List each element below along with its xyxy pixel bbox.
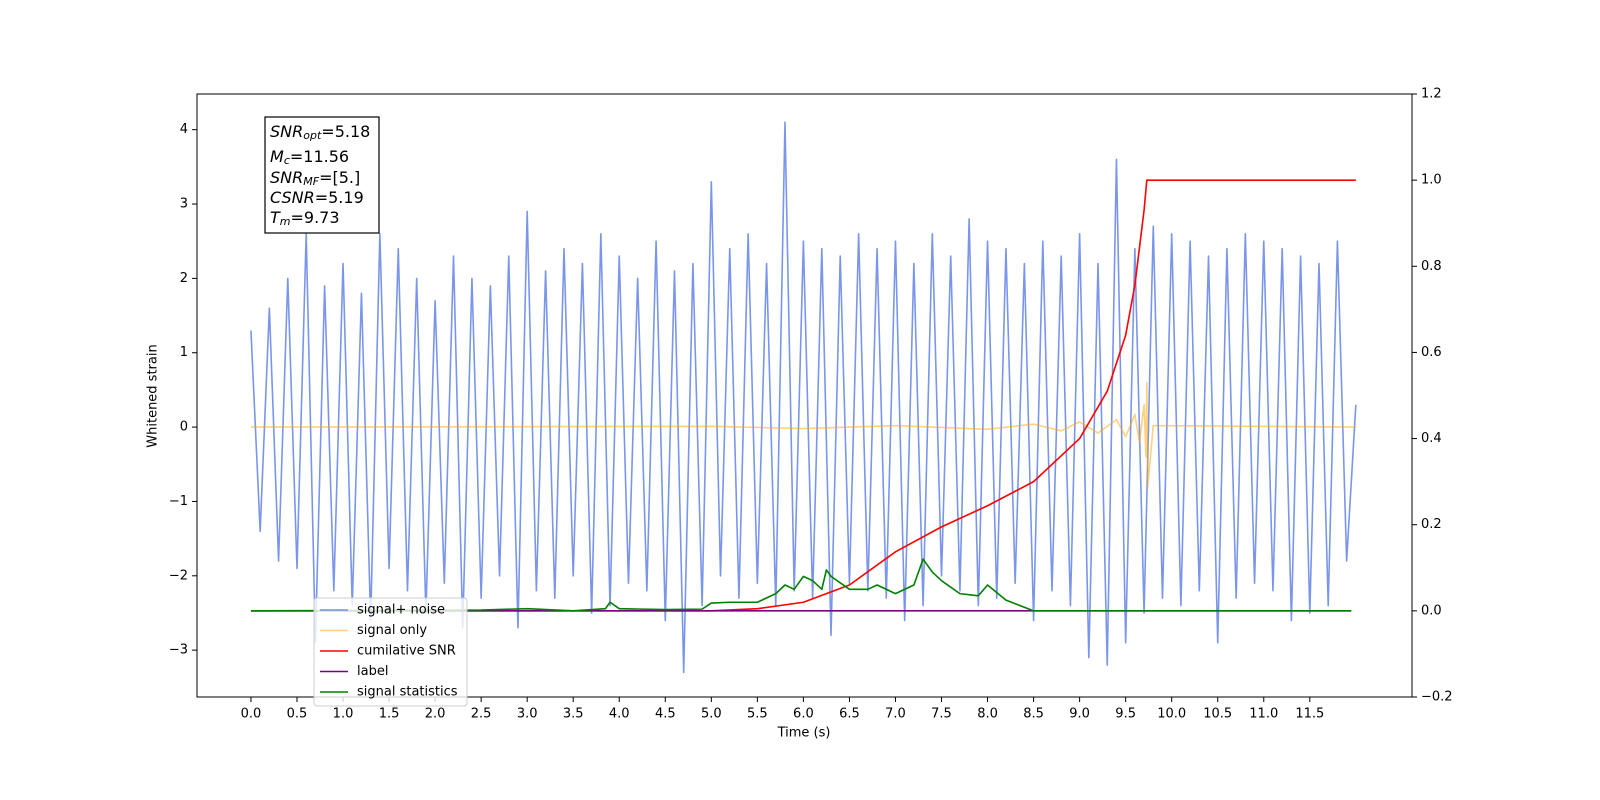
x-tick-label: 0.0: [241, 707, 262, 722]
series-line: [250, 558, 1352, 612]
y2-tick-label: −0.2: [1421, 690, 1453, 705]
y2-tick-label: 0.6: [1421, 345, 1442, 360]
axes-frame: [196, 93, 1413, 698]
annotation-value: =11.56: [290, 147, 349, 166]
annotation-line: Tm=9.73: [270, 208, 340, 229]
annotation-box: [264, 116, 380, 234]
x-tick-label: 4.5: [655, 707, 676, 722]
annotation-symbol: SNR: [270, 168, 303, 187]
x-tick-label: 10.5: [1203, 707, 1232, 722]
x-tick-label: 11.5: [1295, 707, 1324, 722]
y-tick-label: 2: [180, 271, 188, 286]
y-tick-label: 4: [180, 122, 188, 137]
x-tick-label: 11.0: [1249, 707, 1278, 722]
x-tick-label: 8.5: [1023, 707, 1044, 722]
annotation-subscript: opt: [303, 129, 322, 142]
x-tick-label: 7.0: [885, 707, 906, 722]
y-tick-label: −3: [169, 643, 188, 658]
x-tick-label: 6.0: [793, 707, 814, 722]
y-tick-label: −1: [169, 494, 188, 509]
legend-label: signal only: [357, 623, 427, 638]
legend-label: signal+ noise: [357, 603, 445, 618]
annotation-line: CSNR=5.19: [270, 188, 364, 207]
series-line: [250, 381, 1356, 488]
annotation-subscript: MF: [303, 175, 319, 188]
x-tick-label: 10.0: [1157, 707, 1186, 722]
x-tick-label: 5.5: [747, 707, 768, 722]
annotation-symbol: CSNR: [270, 188, 315, 207]
legend-box: [313, 597, 468, 707]
y2-tick-label: 0.2: [1421, 517, 1442, 532]
x-tick-label: 8.0: [977, 707, 998, 722]
annotation-line: SNRopt=5.18: [270, 122, 370, 143]
annotation-symbol: T: [270, 208, 281, 227]
y2-tick-label: 0.8: [1421, 259, 1442, 274]
annotation-value: =5.19: [315, 188, 364, 207]
y-tick-label: 0: [180, 420, 188, 435]
y-axis-label: Whitened strain: [146, 344, 161, 447]
annotation-value: =5.18: [321, 122, 370, 141]
x-tick-label: 4.0: [609, 707, 630, 722]
x-axis-label: Time (s): [777, 726, 831, 741]
y2-tick-label: 0.4: [1421, 431, 1442, 446]
x-tick-label: 0.5: [287, 707, 308, 722]
annotation-value: =9.73: [291, 208, 340, 227]
x-tick-label: 5.0: [701, 707, 722, 722]
annotation-subscript: c: [284, 154, 290, 167]
series-line: [250, 179, 1356, 612]
annotation-line: SNRMF=[5.]: [270, 168, 360, 189]
annotation-symbol: SNR: [270, 122, 303, 141]
y2-tick-label: 1.0: [1421, 173, 1442, 188]
x-tick-label: 1.0: [333, 707, 354, 722]
y-tick-label: −2: [169, 568, 188, 583]
annotation-value: =[5.]: [319, 168, 360, 187]
annotation-subscript: m: [280, 215, 291, 228]
x-tick-label: 3.5: [563, 707, 584, 722]
y2-tick-label: 0.0: [1421, 603, 1442, 618]
x-tick-label: 6.5: [839, 707, 860, 722]
y-tick-label: 3: [180, 197, 188, 212]
legend-label: label: [357, 664, 388, 679]
legend-label: signal statistics: [357, 685, 458, 700]
x-tick-label: 9.0: [1069, 707, 1090, 722]
series-line: [250, 121, 1357, 674]
x-tick-label: 1.5: [379, 707, 400, 722]
x-tick-label: 2.5: [471, 707, 492, 722]
annotation-line: Mc=11.56: [270, 147, 349, 168]
x-tick-label: 7.5: [931, 707, 952, 722]
annotation-symbol: M: [270, 147, 284, 166]
x-tick-label: 2.0: [425, 707, 446, 722]
x-tick-label: 3.0: [517, 707, 538, 722]
y2-tick-label: 1.2: [1421, 87, 1442, 102]
legend-label: cumilative SNR: [357, 644, 456, 659]
y-tick-label: 1: [180, 345, 188, 360]
x-tick-label: 9.5: [1115, 707, 1136, 722]
